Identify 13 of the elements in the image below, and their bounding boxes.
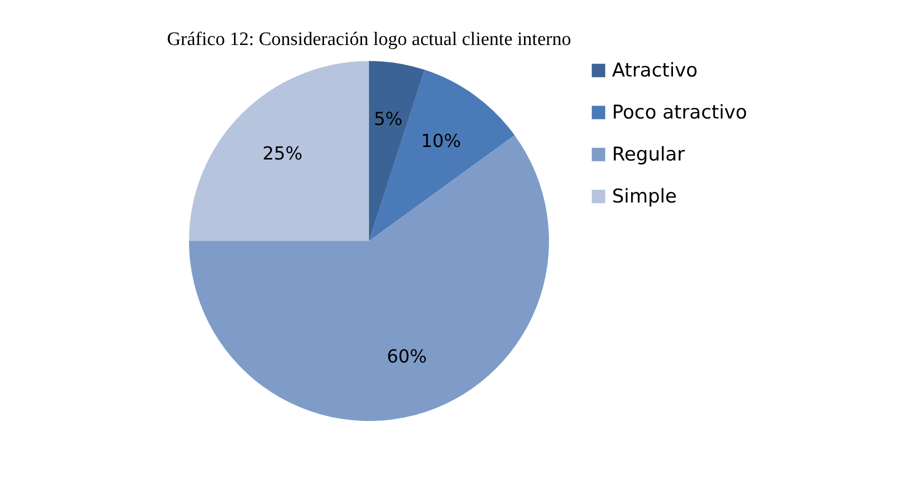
pie-slice — [369, 61, 425, 241]
data-label: 5% — [374, 109, 402, 130]
pie-slice — [369, 70, 515, 241]
data-label: 10% — [420, 130, 461, 152]
legend-label: Poco atractivo — [612, 102, 748, 124]
legend-label: Atractivo — [612, 60, 698, 82]
pie-slice — [189, 135, 549, 421]
chart-title: Gráfico 12: Consideración logo actual cliente interno — [166, 29, 572, 50]
pie-slice — [189, 61, 369, 241]
data-label: 25% — [262, 143, 302, 164]
data-label: 60% — [386, 346, 427, 368]
legend-label: Regular — [612, 144, 686, 166]
legend-label: Simple — [612, 186, 677, 208]
